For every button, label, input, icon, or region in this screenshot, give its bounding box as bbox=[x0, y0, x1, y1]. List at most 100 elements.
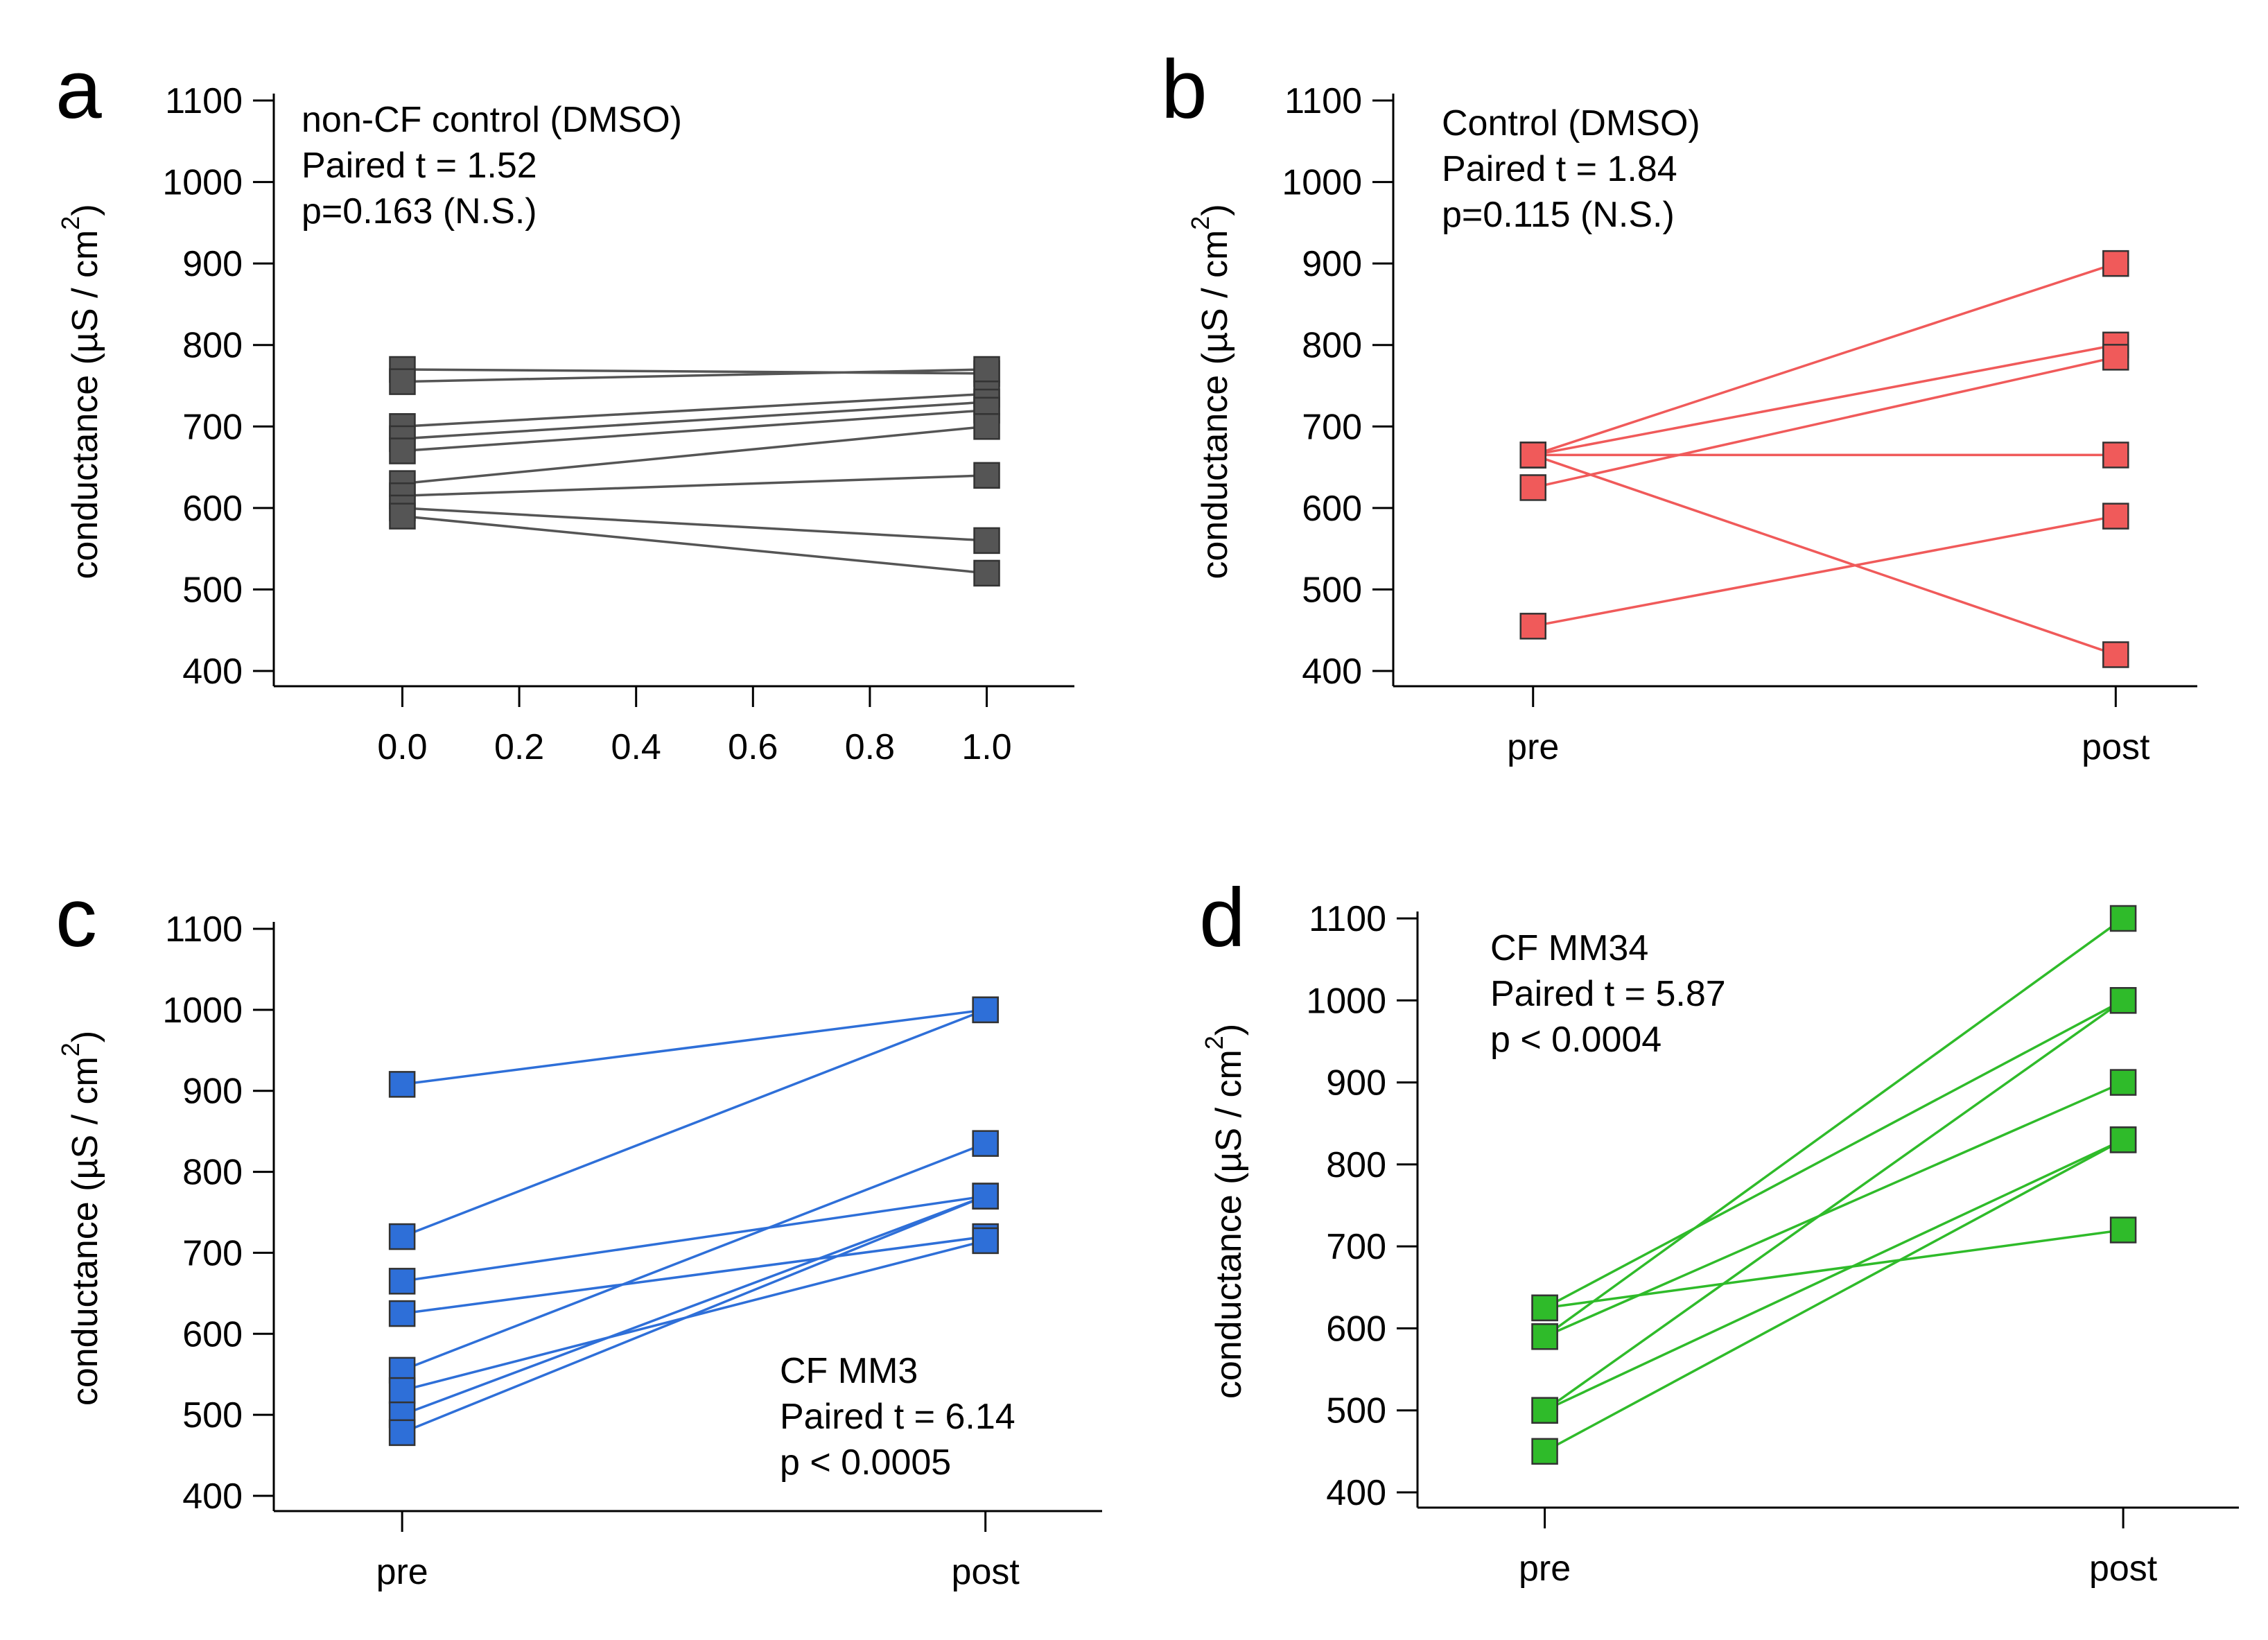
y-tick-label: 1000 bbox=[1306, 981, 1386, 1021]
y-tick-label: 1100 bbox=[1309, 899, 1386, 939]
pair-line bbox=[401, 1009, 986, 1086]
marker-pre bbox=[1531, 1397, 1558, 1424]
pair-line bbox=[402, 409, 987, 453]
marker-pre bbox=[1531, 1294, 1558, 1322]
panel-a: a 400 500 600 700 800 900 1000 1100 0.0 0.2 0.4 0.6 0… bbox=[55, 43, 1074, 767]
x-tick-label: post bbox=[2089, 1549, 2158, 1589]
y-tick-label: 1000 bbox=[162, 991, 243, 1031]
annotation-line: Paired t = 6.14 bbox=[780, 1397, 1015, 1437]
pair-line bbox=[402, 425, 987, 485]
marker-post bbox=[2109, 905, 2137, 932]
marker-post bbox=[2109, 1126, 2137, 1153]
annotation-line: Paired t = 5.87 bbox=[1490, 974, 1726, 1014]
marker-post bbox=[2109, 1216, 2137, 1244]
marker-post bbox=[972, 1227, 999, 1255]
pair-line bbox=[1544, 917, 2125, 1338]
x-tick-label: 1.0 bbox=[961, 727, 1011, 767]
y-tick-label: 1000 bbox=[162, 163, 243, 203]
x-tick-label: post bbox=[2082, 727, 2150, 767]
pair-line bbox=[1533, 453, 2116, 656]
y-axis-title: conductance (µS / cm2) bbox=[56, 204, 105, 579]
pair-line bbox=[401, 1142, 986, 1372]
marker-pre bbox=[1531, 1438, 1558, 1465]
y-tick-label: 900 bbox=[1302, 244, 1362, 284]
panel-c: c 400 500 600 700 800 900 1000 1100 pre post conduc… bbox=[55, 871, 1102, 1592]
annotation-line: Paired t = 1.84 bbox=[1442, 149, 1677, 189]
x-tick-label: 0.2 bbox=[494, 727, 544, 767]
y-axis-title: conductance (µS / cm2) bbox=[56, 1031, 105, 1406]
marker-pre bbox=[389, 368, 416, 395]
marker-pre bbox=[1519, 442, 1546, 469]
y-tick-label: 700 bbox=[1302, 407, 1362, 447]
y-tick-label: 800 bbox=[182, 326, 243, 366]
marker-post bbox=[973, 527, 1000, 555]
marker-pre bbox=[388, 1419, 416, 1447]
pair-line bbox=[1544, 1228, 2124, 1309]
y-tick-label: 900 bbox=[182, 244, 243, 284]
y-tick-label: 1000 bbox=[1282, 163, 1362, 203]
marker-pre bbox=[388, 1377, 416, 1404]
annotation-line: CF MM34 bbox=[1490, 928, 1648, 968]
y-tick-label: 500 bbox=[1302, 570, 1362, 610]
y-tick-label: 700 bbox=[182, 407, 243, 447]
y-tick-label: 600 bbox=[1326, 1309, 1386, 1349]
marker-post bbox=[2102, 344, 2129, 371]
marker-pre bbox=[389, 503, 416, 530]
marker-post bbox=[973, 462, 1000, 489]
pair-line bbox=[1544, 999, 2125, 1412]
y-tick-label: 1100 bbox=[165, 909, 243, 950]
panel-d: d 400 500 600 700 800 900 1000 1100 pre post conduc… bbox=[1199, 871, 2239, 1589]
marker-post bbox=[2109, 987, 2137, 1014]
marker-post bbox=[2102, 442, 2129, 469]
pair-line bbox=[402, 507, 987, 542]
marker-post bbox=[2102, 641, 2129, 668]
marker-post bbox=[973, 356, 1000, 383]
pair-line bbox=[402, 392, 987, 428]
panel-letter: b bbox=[1161, 43, 1207, 136]
pair-line bbox=[1544, 999, 2124, 1309]
annotation-line: Control (DMSO) bbox=[1442, 103, 1700, 143]
marker-post bbox=[973, 559, 1000, 587]
y-tick-label: 600 bbox=[1302, 489, 1362, 529]
annotation-line: p=0.115 (N.S.) bbox=[1442, 195, 1675, 235]
pair-line bbox=[1533, 343, 2116, 457]
y-tick-label: 600 bbox=[182, 1314, 243, 1354]
y-tick-label: 500 bbox=[1326, 1391, 1386, 1431]
y-tick-label: 500 bbox=[182, 570, 243, 610]
y-tick-label: 800 bbox=[1302, 326, 1362, 366]
pair-line bbox=[401, 1009, 986, 1238]
x-tick-label: 0.0 bbox=[377, 727, 427, 767]
marker-post bbox=[973, 413, 1000, 440]
panel-b: b 400 500 600 700 800 900 1000 1100 pre post conduc… bbox=[1161, 43, 2197, 767]
annotation-line: Paired t = 1.52 bbox=[302, 146, 537, 186]
pair-line bbox=[401, 1194, 986, 1416]
marker-post bbox=[2102, 503, 2129, 530]
pair-line bbox=[401, 1235, 986, 1315]
y-tick-label: 700 bbox=[1326, 1227, 1386, 1267]
y-axis-title: conductance (µS / cm2) bbox=[1186, 204, 1235, 579]
y-tick-label: 900 bbox=[182, 1072, 243, 1112]
pair-line bbox=[402, 514, 987, 575]
pair-line bbox=[401, 1194, 986, 1283]
annotation-line: p < 0.0004 bbox=[1490, 1020, 1661, 1060]
marker-pre bbox=[1519, 613, 1546, 640]
panel-letter: c bbox=[55, 871, 97, 964]
y-axis-title: conductance (µS / cm2) bbox=[1200, 1024, 1249, 1399]
panel-letter: d bbox=[1199, 871, 1246, 964]
y-tick-label: 900 bbox=[1326, 1063, 1386, 1103]
pair-line bbox=[402, 368, 987, 375]
pair-line bbox=[1544, 1081, 2124, 1338]
marker-pre bbox=[388, 1268, 416, 1295]
annotation-line: p < 0.0005 bbox=[780, 1442, 951, 1483]
annotation-line: p=0.163 (N.S.) bbox=[302, 191, 537, 232]
marker-pre bbox=[388, 1223, 416, 1250]
marker-post bbox=[972, 1130, 999, 1157]
y-tick-label: 400 bbox=[182, 652, 243, 692]
panel-letter: a bbox=[55, 43, 102, 136]
marker-pre bbox=[1531, 1323, 1558, 1350]
y-tick-label: 600 bbox=[182, 489, 243, 529]
y-tick-label: 400 bbox=[182, 1476, 243, 1517]
annotation-line: non-CF control (DMSO) bbox=[302, 100, 682, 140]
y-tick-label: 500 bbox=[182, 1395, 243, 1436]
